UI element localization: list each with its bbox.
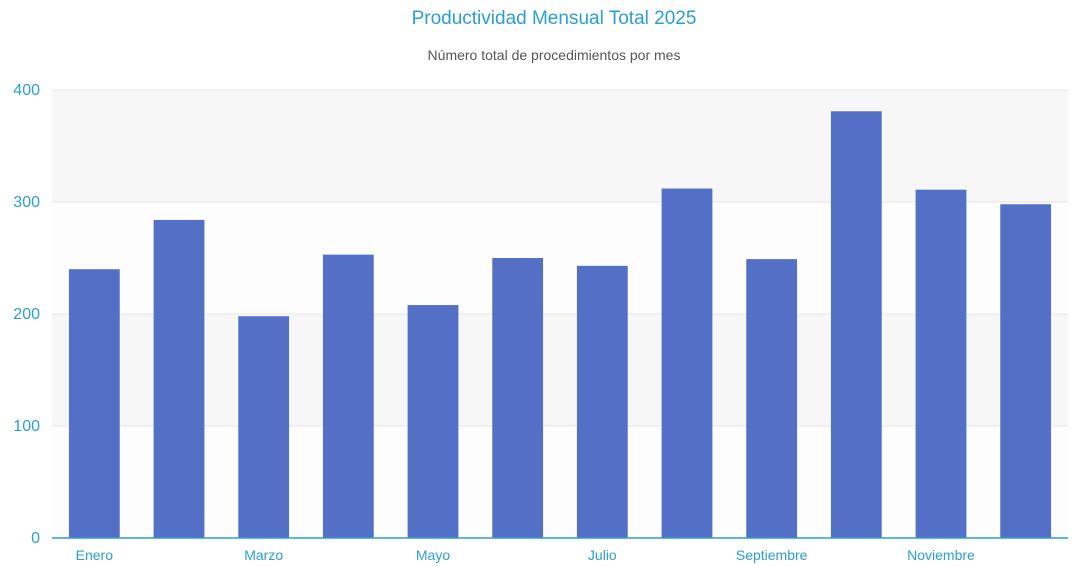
y-tick-label: 200 [13, 306, 40, 323]
x-tick-label: Julio [588, 547, 617, 563]
background-band [52, 314, 1068, 426]
chart-title: Productividad Mensual Total 2025 [411, 8, 697, 29]
x-axis-ticks: Enero Marzo Mayo Julio Septiembre Noviembre [76, 547, 975, 563]
y-tick-label: 300 [13, 194, 40, 211]
background-band [52, 426, 1068, 538]
chart-subtitle: Número total de procedimientos por mes [427, 47, 681, 63]
y-tick-label: 400 [13, 82, 40, 99]
x-tick-label: Septiembre [736, 547, 808, 563]
grid-lines [52, 89, 1068, 427]
background-band [52, 90, 1068, 202]
bar[interactable] [661, 188, 713, 538]
bars [68, 111, 1052, 539]
background-bands [52, 90, 1068, 538]
bar[interactable] [746, 259, 798, 538]
y-axis-ticks: 0 100 200 300 400 [13, 82, 40, 547]
x-tick-label: Marzo [244, 547, 283, 563]
background-band [52, 202, 1068, 314]
y-tick-label: 0 [31, 530, 40, 547]
bar[interactable] [68, 269, 120, 538]
y-tick-label: 100 [13, 418, 40, 435]
x-tick-label: Enero [76, 547, 114, 563]
bar[interactable] [238, 316, 290, 538]
bar[interactable] [322, 254, 374, 538]
bar[interactable] [915, 189, 967, 538]
x-tick-label: Noviembre [907, 547, 975, 563]
bar[interactable] [492, 258, 544, 538]
bar[interactable] [830, 111, 882, 538]
x-tick-label: Mayo [416, 547, 450, 563]
bar[interactable] [153, 219, 205, 539]
bar[interactable] [576, 265, 628, 538]
bar[interactable] [1000, 204, 1052, 539]
bar[interactable] [407, 305, 459, 538]
